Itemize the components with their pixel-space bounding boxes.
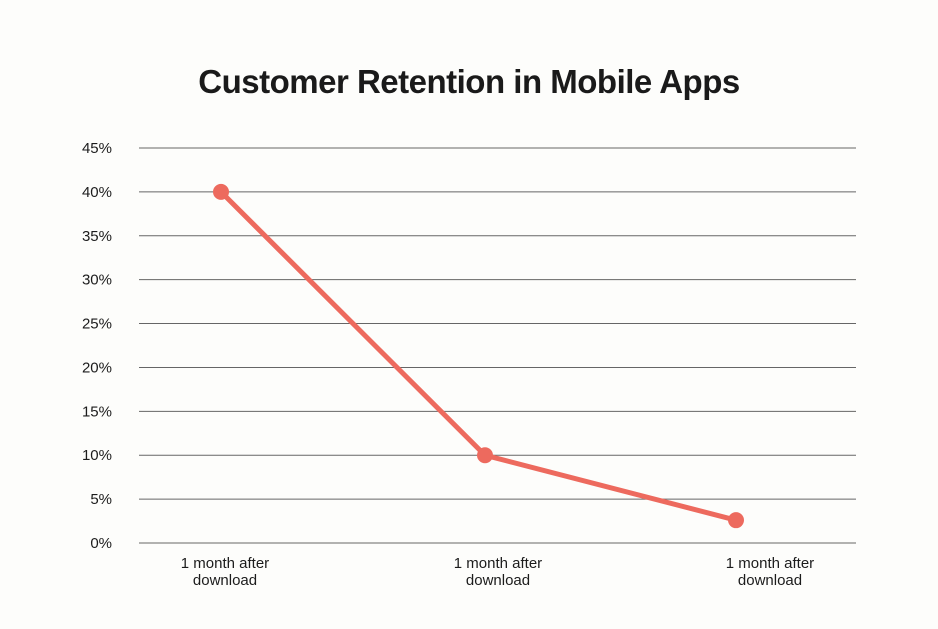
data-point (477, 447, 493, 464)
y-tick-label: 30% (82, 272, 112, 289)
x-tick-label: 1 month after download (454, 555, 542, 589)
y-tick-label: 5% (90, 491, 112, 508)
x-tick-label: 1 month after download (726, 555, 814, 589)
y-tick-label: 40% (82, 184, 112, 201)
data-point (213, 183, 229, 200)
data-point (728, 512, 744, 529)
y-tick-label: 15% (82, 403, 112, 420)
x-tick-label: 1 month after download (181, 555, 269, 589)
y-tick-label: 35% (82, 228, 112, 245)
y-tick-label: 20% (82, 359, 112, 376)
y-tick-label: 10% (82, 447, 112, 464)
retention-line (218, 189, 739, 523)
chart-title: Customer Retention in Mobile Apps (198, 63, 740, 100)
y-tick-label: 45% (82, 140, 112, 157)
y-tick-label: 25% (82, 316, 112, 333)
y-tick-label: 0% (90, 535, 112, 552)
